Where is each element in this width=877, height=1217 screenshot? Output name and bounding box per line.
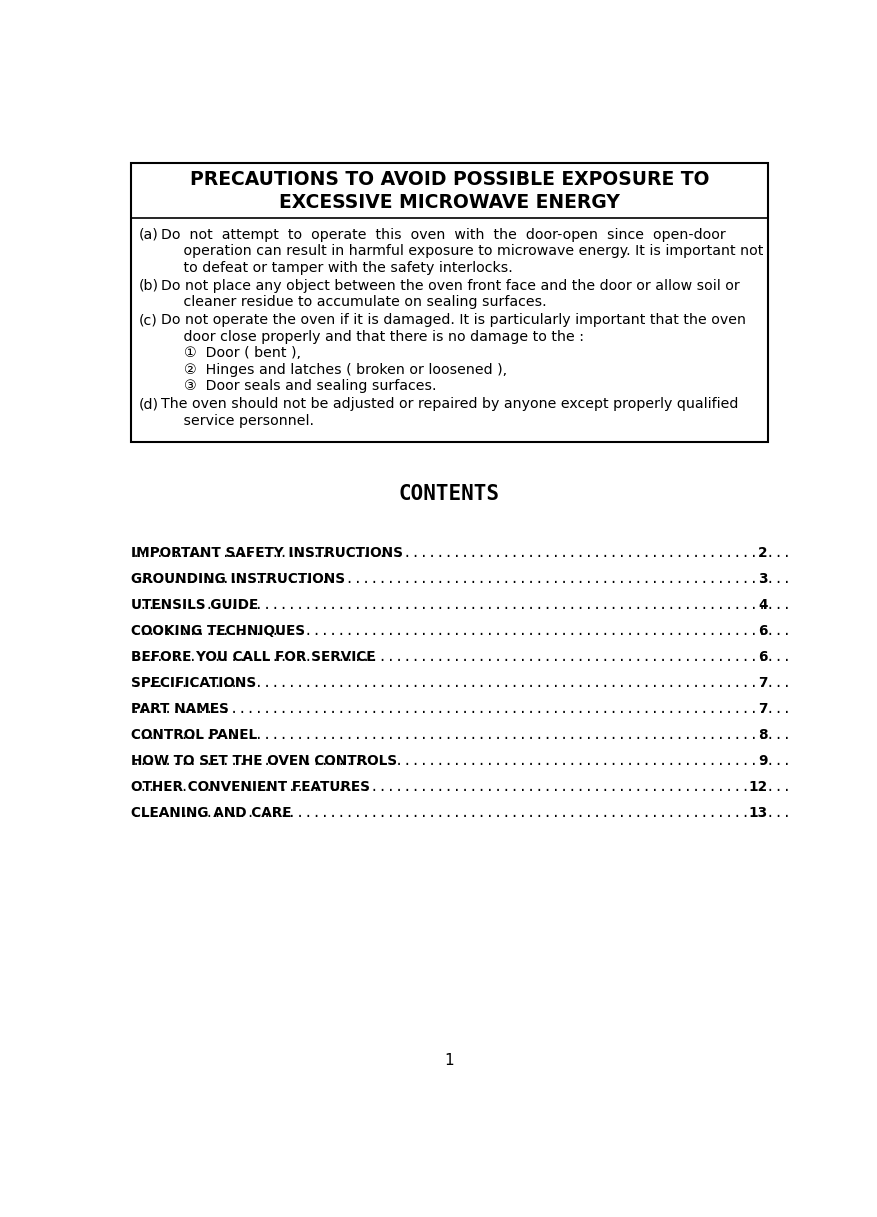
Text: 2: 2 xyxy=(758,545,767,560)
Text: CONTROL PANEL: CONTROL PANEL xyxy=(132,728,258,742)
Text: 7: 7 xyxy=(758,702,767,716)
Text: 3: 3 xyxy=(758,572,767,585)
Text: ................................................................................: ........................................… xyxy=(132,702,877,716)
Text: Do  not  attempt  to  operate  this  oven  with  the  door-open  since  open-doo: Do not attempt to operate this oven with… xyxy=(160,228,725,242)
Text: ................................................................................: ........................................… xyxy=(132,753,877,768)
Text: 4: 4 xyxy=(758,598,767,612)
Text: ................................................................................: ........................................… xyxy=(132,572,877,585)
Text: PRECAUTIONS TO AVOID POSSIBLE EXPOSURE TO: PRECAUTIONS TO AVOID POSSIBLE EXPOSURE T… xyxy=(189,170,709,189)
Text: SPECIFICATIONS: SPECIFICATIONS xyxy=(132,675,257,690)
Text: 1: 1 xyxy=(445,1053,454,1067)
Text: ................................................................................: ........................................… xyxy=(132,624,877,638)
Text: cleaner residue to accumulate on sealing surfaces.: cleaner residue to accumulate on sealing… xyxy=(160,296,546,309)
Text: UTENSILS GUIDE: UTENSILS GUIDE xyxy=(132,598,259,612)
Text: 7: 7 xyxy=(758,675,767,690)
Text: ................................................................................: ........................................… xyxy=(132,650,877,663)
Text: COOKING TECHNIQUES: COOKING TECHNIQUES xyxy=(132,624,305,638)
Text: ③  Door seals and sealing surfaces.: ③ Door seals and sealing surfaces. xyxy=(184,380,437,393)
Text: 9: 9 xyxy=(758,753,767,768)
Text: (d): (d) xyxy=(139,397,159,411)
Text: ................................................................................: ........................................… xyxy=(132,780,877,793)
Text: (a): (a) xyxy=(139,228,159,242)
Text: 8: 8 xyxy=(758,728,767,742)
Text: ①  Door ( bent ),: ① Door ( bent ), xyxy=(184,346,301,360)
Text: HOW TO SET THE OVEN CONTROLS: HOW TO SET THE OVEN CONTROLS xyxy=(132,753,397,768)
Text: (c): (c) xyxy=(139,313,158,327)
Text: 6: 6 xyxy=(758,624,767,638)
Text: IMPORTANT SAFETY INSTRUCTIONS: IMPORTANT SAFETY INSTRUCTIONS xyxy=(132,545,403,560)
Text: ................................................................................: ........................................… xyxy=(132,675,877,690)
Text: CLEANING AND CARE: CLEANING AND CARE xyxy=(132,806,292,820)
Text: PART NAMES: PART NAMES xyxy=(132,702,229,716)
Text: Do not place any object between the oven front face and the door or allow soil o: Do not place any object between the oven… xyxy=(160,279,739,292)
Text: operation can result in harmful exposure to microwave energy. It is important no: operation can result in harmful exposure… xyxy=(160,245,763,258)
Text: GROUNDING INSTRUCTIONS: GROUNDING INSTRUCTIONS xyxy=(132,572,346,585)
Text: (b): (b) xyxy=(139,279,159,292)
Bar xyxy=(132,163,767,442)
Text: The oven should not be adjusted or repaired by anyone except properly qualified: The oven should not be adjusted or repai… xyxy=(160,397,738,411)
Text: EXCESSIVE MICROWAVE ENERGY: EXCESSIVE MICROWAVE ENERGY xyxy=(279,194,620,213)
Text: CONTENTS: CONTENTS xyxy=(399,484,500,504)
Text: 12: 12 xyxy=(748,780,767,793)
Text: ................................................................................: ........................................… xyxy=(132,806,877,820)
Text: door close properly and that there is no damage to the :: door close properly and that there is no… xyxy=(160,330,584,343)
Text: BEFORE YOU CALL FOR SERVICE: BEFORE YOU CALL FOR SERVICE xyxy=(132,650,376,663)
Text: Do not operate the oven if it is damaged. It is particularly important that the : Do not operate the oven if it is damaged… xyxy=(160,313,745,327)
Text: ................................................................................: ........................................… xyxy=(132,598,877,612)
Text: to defeat or tamper with the safety interlocks.: to defeat or tamper with the safety inte… xyxy=(160,260,512,275)
Text: OTHER CONVENIENT FEATURES: OTHER CONVENIENT FEATURES xyxy=(132,780,370,793)
Text: ................................................................................: ........................................… xyxy=(132,728,877,742)
Text: service personnel.: service personnel. xyxy=(160,414,314,427)
Text: 6: 6 xyxy=(758,650,767,663)
Text: ②  Hinges and latches ( broken or loosened ),: ② Hinges and latches ( broken or loosene… xyxy=(184,363,507,377)
Text: ................................................................................: ........................................… xyxy=(132,545,877,560)
Text: 13: 13 xyxy=(748,806,767,820)
